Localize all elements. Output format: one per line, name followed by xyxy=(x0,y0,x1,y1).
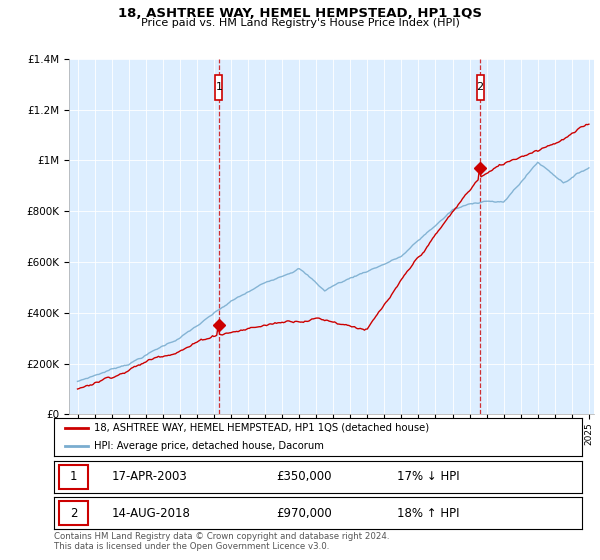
Text: 17% ↓ HPI: 17% ↓ HPI xyxy=(397,470,460,483)
Text: 18, ASHTREE WAY, HEMEL HEMPSTEAD, HP1 1QS: 18, ASHTREE WAY, HEMEL HEMPSTEAD, HP1 1Q… xyxy=(118,7,482,20)
Text: 17-APR-2003: 17-APR-2003 xyxy=(112,470,188,483)
Text: Contains HM Land Registry data © Crown copyright and database right 2024.
This d: Contains HM Land Registry data © Crown c… xyxy=(54,532,389,552)
Text: 18, ASHTREE WAY, HEMEL HEMPSTEAD, HP1 1QS (detached house): 18, ASHTREE WAY, HEMEL HEMPSTEAD, HP1 1Q… xyxy=(94,423,429,433)
Text: 2: 2 xyxy=(70,507,77,520)
Text: 18% ↑ HPI: 18% ↑ HPI xyxy=(397,507,460,520)
Text: 1: 1 xyxy=(70,470,77,483)
Text: 2: 2 xyxy=(476,82,484,92)
FancyBboxPatch shape xyxy=(215,75,222,100)
FancyBboxPatch shape xyxy=(59,465,88,489)
Text: £970,000: £970,000 xyxy=(276,507,332,520)
FancyBboxPatch shape xyxy=(477,75,484,100)
Text: Price paid vs. HM Land Registry's House Price Index (HPI): Price paid vs. HM Land Registry's House … xyxy=(140,18,460,29)
Text: £350,000: £350,000 xyxy=(276,470,331,483)
Text: 1: 1 xyxy=(215,82,223,92)
Text: HPI: Average price, detached house, Dacorum: HPI: Average price, detached house, Daco… xyxy=(94,441,323,451)
FancyBboxPatch shape xyxy=(59,501,88,525)
Text: 14-AUG-2018: 14-AUG-2018 xyxy=(112,507,191,520)
